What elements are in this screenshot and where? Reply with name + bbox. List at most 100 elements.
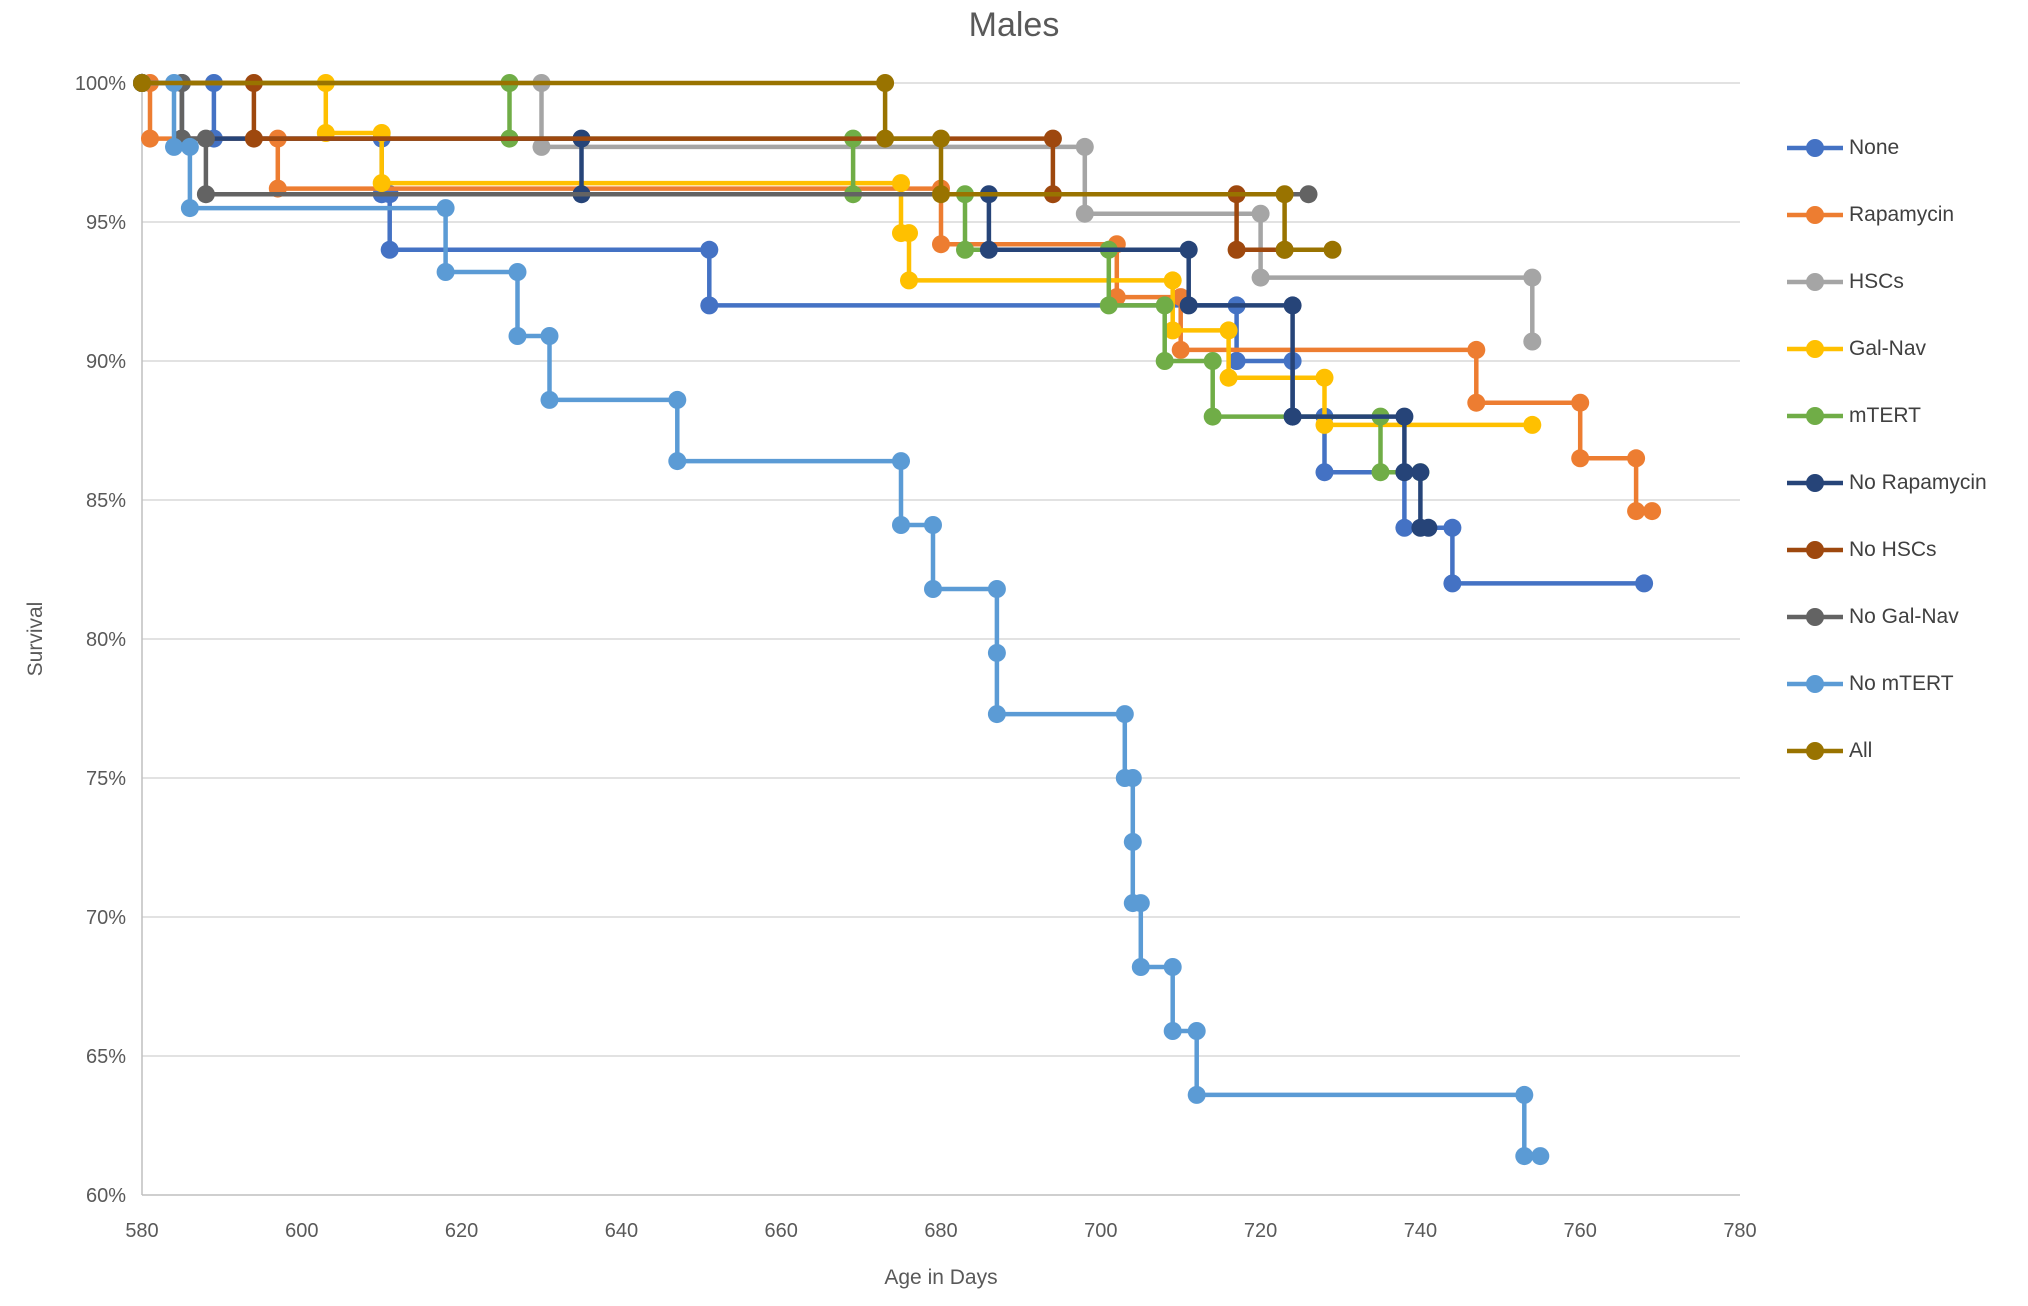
y-tick-label: 70%: [86, 907, 126, 929]
marker-hscs: [1523, 268, 1542, 287]
marker-no-mtert: [1163, 958, 1182, 976]
legend-item-gal-nav: Gal-Nav: [1786, 335, 1926, 363]
marker-hscs: [1075, 137, 1094, 156]
legend-label: No Gal-Nav: [1849, 605, 1959, 628]
legend-marker-icon: [1787, 273, 1843, 291]
marker-no-mtert: [436, 263, 455, 281]
marker-mtert: [1099, 296, 1118, 315]
marker-gal-nav: [1523, 415, 1542, 434]
marker-no-mtert: [1123, 832, 1142, 851]
marker-none: [1315, 463, 1334, 482]
series-line-all: [139, 80, 1335, 253]
marker-mtert: [1203, 407, 1222, 426]
marker-all: [1275, 185, 1294, 204]
marker-all: [1323, 240, 1342, 259]
legend-marker-icon: [1787, 407, 1843, 425]
marker-no-mtert: [1515, 1147, 1534, 1166]
x-tick-label: 660: [765, 1220, 798, 1242]
marker-mtert: [1203, 352, 1222, 370]
marker-all: [932, 185, 950, 204]
marker-no-rapamycin: [979, 240, 998, 259]
legend-marker-icon: [1787, 206, 1843, 224]
marker-gal-nav: [1163, 321, 1182, 340]
marker-gal-nav: [372, 174, 391, 193]
legend-label: No HSCs: [1849, 538, 1937, 561]
x-tick-label: 600: [285, 1220, 318, 1242]
marker-all: [876, 74, 895, 92]
x-axis-title: Age in Days: [884, 1266, 998, 1289]
legend-label: Rapamycin: [1849, 203, 1955, 226]
marker-hscs: [1251, 268, 1270, 287]
y-tick-label: 60%: [86, 1185, 126, 1207]
marker-no-mtert: [1131, 958, 1150, 976]
marker-no-mtert: [987, 705, 1006, 724]
marker-no-mtert: [165, 137, 183, 156]
marker-gal-nav: [1163, 271, 1182, 290]
legend-item-no-gal-nav: No Gal-Nav: [1786, 603, 1959, 631]
x-tick-label: 720: [1244, 1220, 1277, 1242]
marker-no-mtert: [668, 452, 687, 471]
marker-no-rapamycin: [1283, 296, 1302, 315]
legend-marker-icon: [1787, 675, 1843, 693]
y-tick-label: 100%: [75, 73, 126, 95]
series-line-gal-nav: [139, 80, 1535, 428]
x-tick-label: 680: [924, 1220, 957, 1242]
x-tick-label: 640: [605, 1220, 638, 1242]
legend-marker-icon: [1787, 742, 1843, 760]
marker-all: [1275, 240, 1294, 259]
legend-item-no-mtert: No mTERT: [1786, 670, 1954, 698]
marker-no-mtert: [892, 516, 910, 534]
legend-label: None: [1849, 136, 1900, 159]
y-tick-label: 80%: [86, 629, 126, 651]
x-tick-label: 700: [1084, 1220, 1117, 1242]
legend-marker-icon: [1787, 608, 1843, 626]
marker-gal-nav: [1315, 368, 1334, 387]
marker-no-mtert: [987, 643, 1006, 662]
marker-no-gal-nav: [196, 129, 215, 148]
marker-no-rapamycin: [1419, 518, 1438, 537]
x-tick-label: 780: [1723, 1220, 1756, 1242]
legend-label: No Rapamycin: [1849, 471, 1987, 494]
marker-no-mtert: [540, 327, 559, 345]
marker-none: [1635, 574, 1654, 593]
marker-no-mtert: [924, 516, 942, 534]
legend-label: Gal-Nav: [1849, 337, 1927, 360]
marker-mtert: [1155, 296, 1174, 315]
marker-hscs: [1075, 204, 1094, 223]
marker-mtert: [1155, 352, 1174, 370]
legend-item-rapamycin: Rapamycin: [1786, 201, 1954, 229]
marker-no-hscs: [1227, 240, 1246, 259]
marker-mtert: [1371, 463, 1390, 482]
marker-none: [1227, 352, 1246, 370]
legend-marker-icon: [1787, 139, 1843, 157]
marker-none: [1395, 518, 1414, 537]
series-line-mtert: [139, 80, 1423, 475]
marker-all: [932, 129, 950, 148]
marker-rapamycin: [141, 129, 159, 148]
marker-no-mtert: [436, 199, 455, 218]
legend-marker-icon: [1787, 541, 1843, 559]
legend: None Rapamycin HSCs Gal-Nav mTERT No Rapamyci…: [1786, 0, 2026, 1306]
marker-rapamycin: [1627, 502, 1646, 521]
marker-no-mtert: [1131, 894, 1150, 913]
marker-no-mtert: [1515, 1085, 1534, 1104]
marker-no-hscs: [1043, 129, 1062, 148]
marker-no-mtert: [1123, 769, 1142, 787]
marker-no-mtert: [540, 390, 559, 409]
marker-hscs: [1523, 332, 1542, 351]
legend-item-all: All: [1786, 737, 1872, 765]
marker-no-gal-nav: [1299, 185, 1318, 204]
marker-no-mtert: [892, 452, 910, 471]
marker-gal-nav: [892, 174, 910, 193]
marker-rapamycin: [1467, 340, 1486, 359]
y-tick-label: 65%: [86, 1046, 126, 1068]
marker-rapamycin: [1467, 393, 1486, 412]
legend-label: HSCs: [1849, 270, 1904, 293]
marker-no-mtert: [668, 390, 687, 409]
marker-all: [876, 129, 895, 148]
marker-none: [700, 240, 719, 259]
marker-gal-nav: [1219, 368, 1238, 387]
marker-no-mtert: [1531, 1147, 1550, 1166]
marker-no-mtert: [1163, 1022, 1182, 1040]
